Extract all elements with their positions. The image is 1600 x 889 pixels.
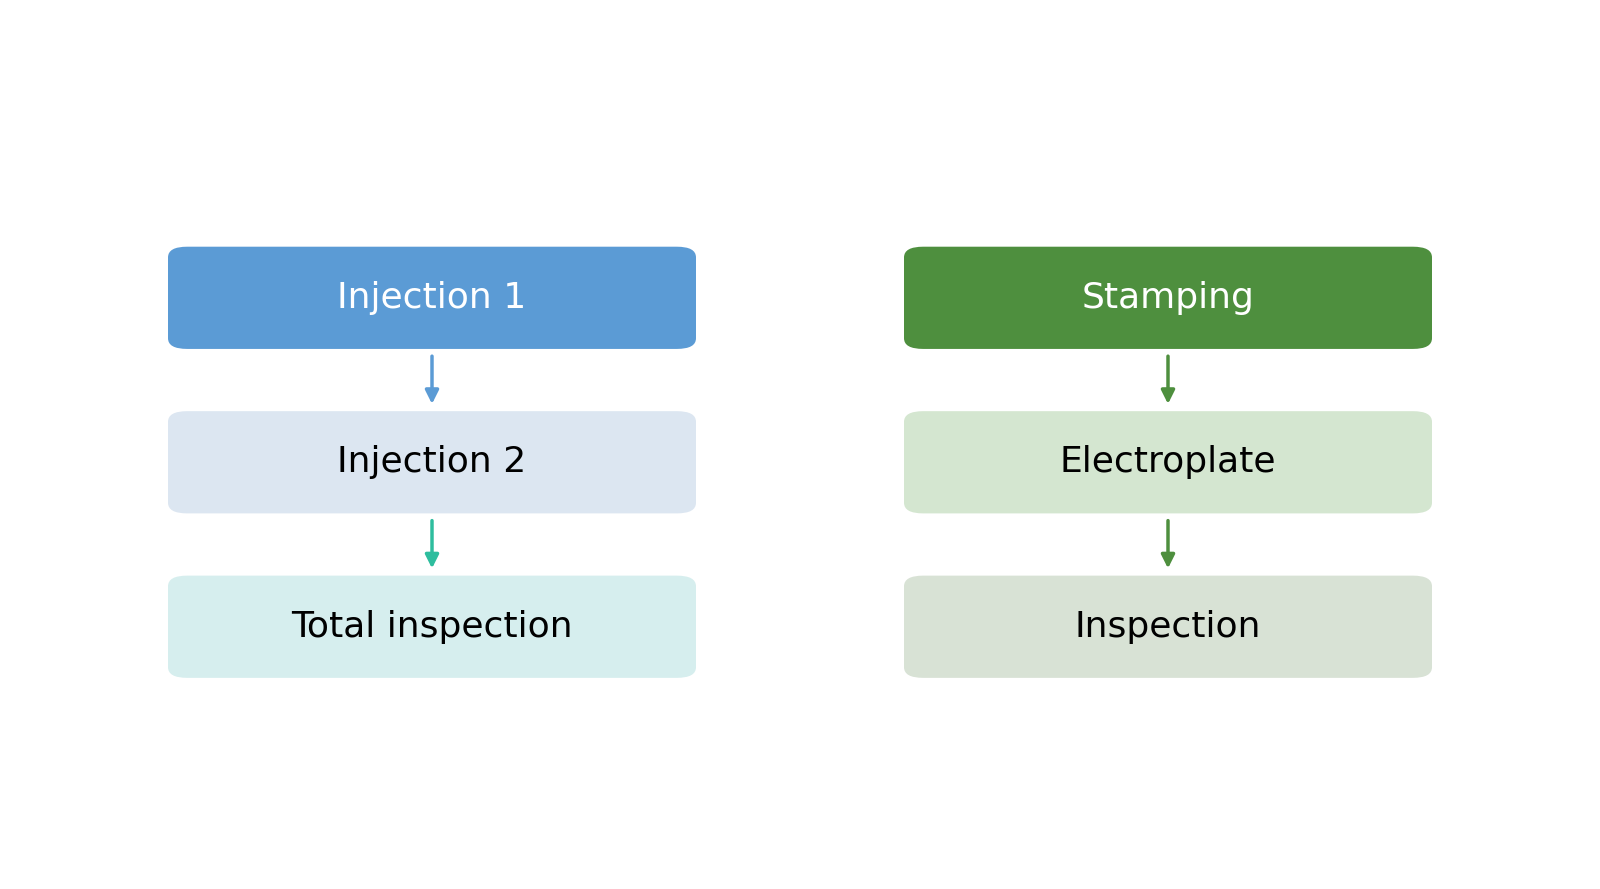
Text: Stamping: Stamping (1082, 281, 1254, 315)
FancyBboxPatch shape (904, 246, 1432, 348)
Text: Injection 2: Injection 2 (338, 445, 526, 479)
Text: Injection 1: Injection 1 (338, 281, 526, 315)
Text: Total inspection: Total inspection (291, 610, 573, 644)
FancyBboxPatch shape (168, 576, 696, 677)
FancyBboxPatch shape (904, 576, 1432, 677)
FancyBboxPatch shape (904, 411, 1432, 514)
FancyBboxPatch shape (168, 411, 696, 514)
FancyBboxPatch shape (168, 246, 696, 348)
Text: Electroplate: Electroplate (1059, 445, 1277, 479)
Text: Inspection: Inspection (1075, 610, 1261, 644)
